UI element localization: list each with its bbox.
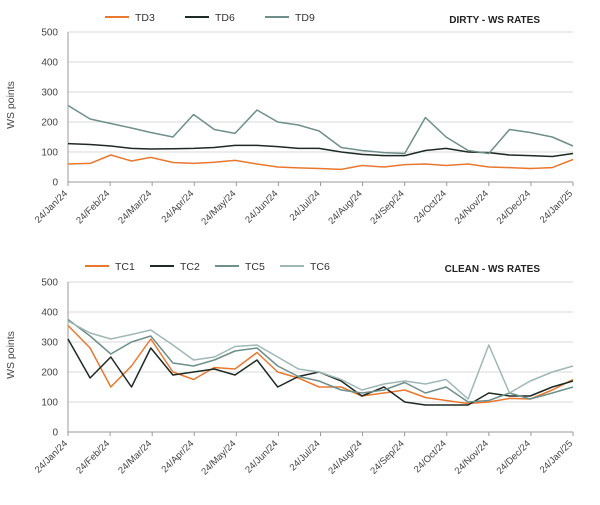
clean-x-tick-label: 24/Aug/24 <box>326 438 364 476</box>
dirty-series-td3-line <box>67 154 574 171</box>
clean-legend-label-tc1: TC1 <box>115 261 135 273</box>
clean-x-tick-label: 24/Jan/24 <box>33 438 70 475</box>
dirty-legend-label-td9: TD9 <box>295 12 315 24</box>
dirty-x-tick-label: 24/Jan/25 <box>538 188 575 225</box>
clean-x-tick-label: 24/Mar/24 <box>116 438 154 476</box>
dirty-gridlines <box>67 31 573 183</box>
clean-gridlines <box>67 281 573 433</box>
dirty-x-tick-label: 24/Jun/24 <box>243 188 280 225</box>
clean-y-tick-label: 100 <box>41 398 58 409</box>
dirty-x-tick-label: 24/Jul/24 <box>288 188 323 223</box>
dirty-x-tick-label: 24/Feb/24 <box>74 188 112 226</box>
clean-y-tick-label: 400 <box>41 308 58 319</box>
clean-legend: TC1 TC2 TC5 TC6 <box>85 261 330 273</box>
clean-y-tick-label: 200 <box>41 368 58 379</box>
dirty-y-tick-label: 200 <box>41 118 58 129</box>
dirty-chart-title: DIRTY - WS RATES <box>449 15 540 26</box>
dirty-legend-label-td3: TD3 <box>135 12 155 24</box>
clean-y-tick-label: 0 <box>52 428 58 439</box>
clean-legend-label-tc5: TC5 <box>245 261 265 273</box>
dirty-x-tick-label: 24/Oct/24 <box>412 188 449 225</box>
dirty-y-tick-label: 0 <box>52 178 58 189</box>
clean-x-tick-label: 24/Apr/24 <box>159 438 196 475</box>
clean-series-tc6-line <box>67 320 574 400</box>
clean-x-tick-label: 24/Sep/24 <box>368 438 406 476</box>
dirty-y-tick-label: 500 <box>41 28 58 39</box>
clean-chart-title: CLEAN - WS RATES <box>445 264 541 275</box>
clean-x-tick-label: 24/Dec/24 <box>495 438 533 476</box>
clean-y-tick-label: 500 <box>41 278 58 289</box>
clean-x-tick-label: 24/Jun/24 <box>243 438 280 475</box>
clean-legend-label-tc6: TC6 <box>310 261 330 273</box>
dirty-y-ticks: 0 100 200 300 400 500 <box>41 28 58 189</box>
dirty-x-tick-label: 24/Mar/24 <box>116 188 154 226</box>
clean-x-ticks: 24/Jan/24 24/Feb/24 24/Mar/24 24/Apr/24 24/M… <box>33 432 575 477</box>
dirty-x-ticks: 24/Jan/24 24/Feb/24 24/Mar/24 24/Apr/24 24/M… <box>33 182 575 227</box>
dirty-series-td9-line <box>67 104 574 155</box>
dirty-x-tick-label: 24/Nov/24 <box>453 188 491 226</box>
dirty-x-tick-label: 24/Sep/24 <box>368 188 406 226</box>
dirty-y-tick-label: 400 <box>41 58 58 69</box>
dirty-y-tick-label: 100 <box>41 148 58 159</box>
clean-series-lines <box>67 318 574 406</box>
clean-y-axis-label: WS points <box>5 331 17 379</box>
dirty-series-td6-line <box>67 142 574 158</box>
dirty-legend-label-td6: TD6 <box>215 12 235 24</box>
dirty-series-lines <box>67 104 574 171</box>
clean-y-ticks: 0 100 200 300 400 500 <box>41 278 58 439</box>
dirty-y-tick-label: 300 <box>41 88 58 99</box>
dirty-x-tick-label: 24/Jan/24 <box>33 188 70 225</box>
dirty-x-tick-label: 24/May/24 <box>199 188 238 227</box>
clean-series-tc1-line <box>67 324 574 405</box>
clean-series-tc5-line <box>67 318 574 403</box>
clean-x-tick-label: 24/Feb/24 <box>74 438 112 476</box>
clean-x-tick-label: 24/May/24 <box>199 438 238 477</box>
dirty-x-tick-label: 24/Aug/24 <box>326 188 364 226</box>
dirty-y-axis-label: WS points <box>5 81 17 129</box>
clean-x-tick-label: 24/Jan/25 <box>538 438 575 475</box>
clean-x-tick-label: 24/Nov/24 <box>453 438 491 476</box>
dirty-x-tick-label: 24/Dec/24 <box>495 188 533 226</box>
dirty-x-tick-label: 24/Apr/24 <box>159 188 196 225</box>
clean-x-tick-label: 24/Jul/24 <box>288 438 323 473</box>
clean-legend-label-tc2: TC2 <box>180 261 200 273</box>
dirty-legend: TD3 TD6 TD9 <box>105 12 315 24</box>
clean-y-tick-label: 300 <box>41 338 58 349</box>
clean-x-tick-label: 24/Oct/24 <box>412 438 449 475</box>
